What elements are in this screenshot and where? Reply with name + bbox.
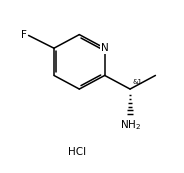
Text: F: F — [21, 30, 27, 40]
Text: &1: &1 — [132, 79, 142, 85]
Text: N: N — [101, 43, 109, 53]
Text: HCl: HCl — [68, 147, 86, 157]
Text: NH$_2$: NH$_2$ — [120, 118, 141, 132]
